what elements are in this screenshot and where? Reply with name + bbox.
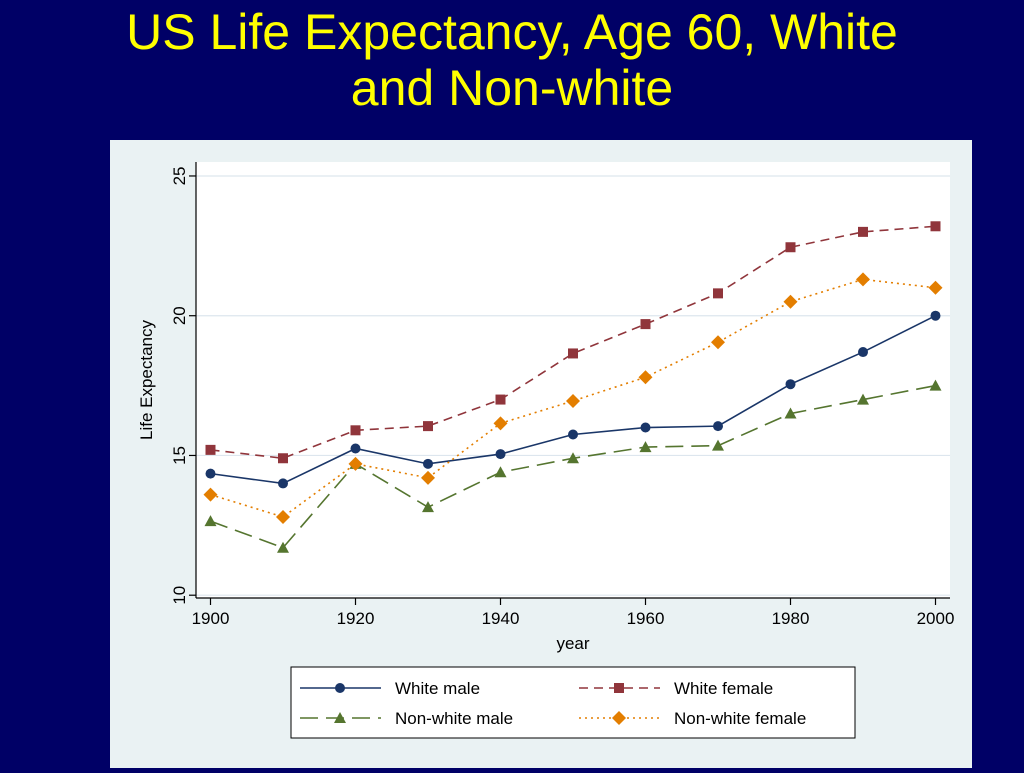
point-non-white-female-1980 bbox=[783, 294, 798, 309]
legend-marker-white-male bbox=[335, 683, 345, 693]
slide-title-line-2: and Non-white bbox=[350, 60, 674, 116]
legend-label-non-white-male: Non-white male bbox=[395, 709, 513, 728]
point-non-white-male-2000 bbox=[929, 379, 942, 391]
slide-title: US Life Expectancy, Age 60, White and No… bbox=[0, 4, 1024, 116]
legend: White male White female Non-white male Non-… bbox=[300, 679, 806, 728]
point-white-male-1920 bbox=[350, 443, 361, 454]
y-tick-label-25: 25 bbox=[170, 167, 189, 186]
series-line-white-female bbox=[210, 225, 936, 460]
point-non-white-female-1950 bbox=[566, 393, 580, 408]
axis-ticks: 10 15 20 25 1900 1920 1940 1960 1980 2000 bbox=[170, 167, 954, 628]
x-axis-label: year bbox=[556, 634, 589, 653]
point-non-white-male-1960 bbox=[639, 441, 652, 453]
point-non-white-male-1930 bbox=[422, 501, 434, 513]
y-axis-label: Life Expectancy bbox=[137, 319, 156, 440]
point-white-female-1930 bbox=[423, 421, 433, 432]
point-white-male-2000 bbox=[930, 310, 941, 321]
y-tick-label-10: 10 bbox=[170, 586, 189, 605]
slide-title-line-1: US Life Expectancy, Age 60, White bbox=[126, 4, 898, 60]
point-white-male-1930 bbox=[423, 458, 433, 469]
legend-marker-non-white-male bbox=[334, 712, 346, 723]
point-non-white-male-1940 bbox=[494, 466, 507, 478]
y-tick-label-15: 15 bbox=[170, 446, 189, 465]
point-white-female-1910 bbox=[278, 453, 288, 464]
point-white-male-1960 bbox=[640, 422, 651, 433]
legend-label-white-male: White male bbox=[395, 679, 480, 698]
point-white-male-1910 bbox=[278, 478, 288, 489]
point-white-male-1900 bbox=[205, 468, 216, 479]
point-non-white-female-1910 bbox=[276, 509, 290, 524]
point-non-white-female-1900 bbox=[203, 487, 218, 502]
legend-label-non-white-female: Non-white female bbox=[674, 709, 806, 728]
x-tick-label-1900: 1900 bbox=[192, 609, 230, 628]
point-non-white-male-1950 bbox=[567, 452, 579, 464]
x-tick-label-1940: 1940 bbox=[482, 609, 520, 628]
point-non-white-male-1970 bbox=[712, 439, 724, 451]
point-white-male-1970 bbox=[713, 421, 723, 432]
point-white-female-1990 bbox=[858, 226, 868, 237]
point-white-female-1940 bbox=[495, 394, 506, 405]
point-non-white-male-1900 bbox=[204, 515, 217, 527]
x-tick-label-1960: 1960 bbox=[627, 609, 665, 628]
point-non-white-female-1960 bbox=[638, 370, 653, 385]
point-white-female-1920 bbox=[350, 425, 361, 436]
x-tick-label-1920: 1920 bbox=[337, 609, 375, 628]
x-tick-label-1980: 1980 bbox=[772, 609, 810, 628]
point-white-male-1950 bbox=[568, 429, 578, 440]
point-white-female-1950 bbox=[568, 348, 578, 359]
point-white-female-2000 bbox=[930, 221, 941, 232]
point-white-female-1980 bbox=[785, 242, 796, 253]
point-white-female-1900 bbox=[205, 444, 216, 455]
point-non-white-female-1940 bbox=[493, 416, 508, 431]
point-non-white-male-1980 bbox=[784, 407, 797, 419]
legend-marker-non-white-female bbox=[612, 711, 626, 725]
legend-marker-white-female bbox=[614, 683, 624, 693]
series-lines bbox=[203, 221, 943, 553]
point-non-white-female-2000 bbox=[928, 280, 943, 295]
point-non-white-male-1910 bbox=[277, 541, 289, 553]
point-non-white-female-1990 bbox=[856, 272, 870, 287]
point-non-white-female-1970 bbox=[711, 335, 725, 350]
x-tick-label-2000: 2000 bbox=[917, 609, 955, 628]
point-white-female-1960 bbox=[640, 319, 651, 330]
point-white-male-1940 bbox=[495, 449, 506, 460]
y-tick-label-20: 20 bbox=[170, 306, 189, 325]
point-non-white-female-1920 bbox=[348, 456, 363, 471]
point-white-female-1970 bbox=[713, 288, 723, 299]
plot-area bbox=[196, 162, 950, 598]
grid-lines bbox=[196, 175, 950, 596]
point-non-white-female-1930 bbox=[421, 470, 435, 485]
point-white-male-1980 bbox=[785, 379, 796, 390]
chart-panel: 10 15 20 25 1900 1920 1940 1960 1980 2000 year Li… bbox=[110, 140, 972, 768]
legend-label-white-female: White female bbox=[674, 679, 773, 698]
legend-box bbox=[290, 666, 856, 739]
point-white-male-1990 bbox=[858, 347, 868, 358]
point-non-white-male-1990 bbox=[857, 393, 869, 405]
line-chart: 10 15 20 25 1900 1920 1940 1960 1980 2000 year Li… bbox=[137, 162, 954, 739]
